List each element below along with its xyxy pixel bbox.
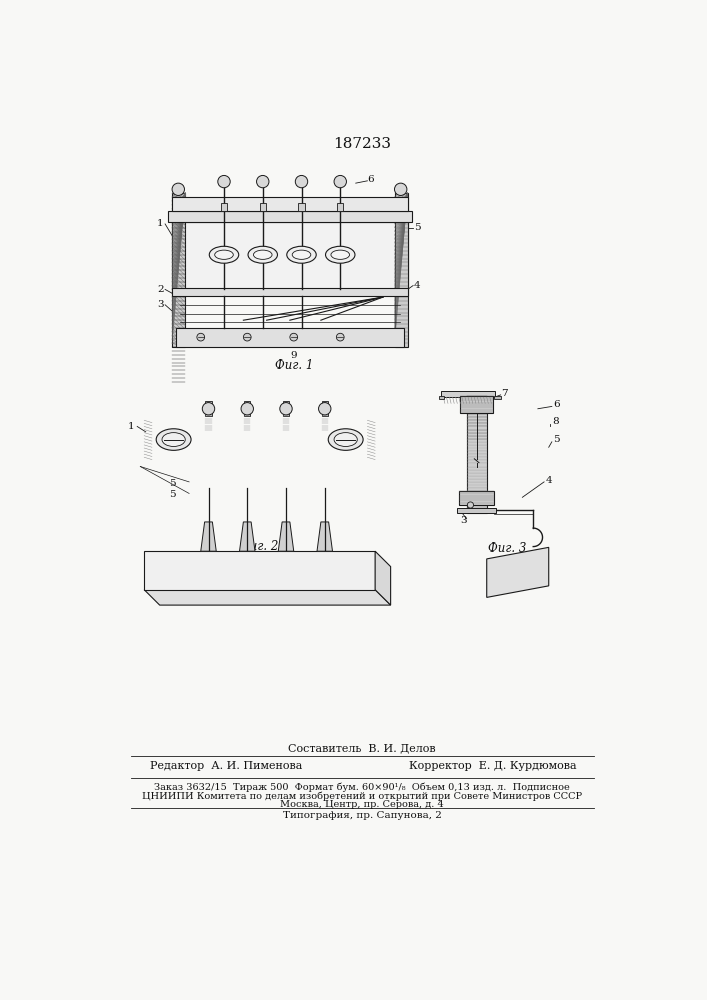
Text: 5: 5 bbox=[414, 223, 421, 232]
Bar bbox=[298, 203, 305, 211]
Bar bbox=[460, 396, 493, 413]
Text: Фиг. 2: Фиг. 2 bbox=[240, 540, 278, 553]
Ellipse shape bbox=[328, 429, 363, 450]
Text: ЦНИИПИ Комитета по делам изобретений и открытий при Совете Министров СССР: ЦНИИПИ Комитета по делам изобретений и о… bbox=[142, 791, 582, 801]
Bar bbox=[172, 222, 408, 289]
Bar bbox=[440, 396, 444, 399]
Bar bbox=[206, 401, 211, 416]
Text: 5: 5 bbox=[169, 479, 176, 488]
Text: 5: 5 bbox=[169, 490, 176, 499]
Bar bbox=[172, 193, 185, 347]
Text: Корректор  Е. Д. Курдюмова: Корректор Е. Д. Курдюмова bbox=[409, 761, 577, 771]
Bar bbox=[457, 508, 496, 513]
Text: 187233: 187233 bbox=[333, 137, 391, 151]
Text: Типография, пр. Сапунова, 2: Типография, пр. Сапунова, 2 bbox=[283, 811, 441, 820]
Bar bbox=[467, 396, 486, 513]
Text: 8: 8 bbox=[552, 417, 559, 426]
Circle shape bbox=[296, 175, 308, 188]
Circle shape bbox=[290, 333, 298, 341]
Text: 7: 7 bbox=[501, 389, 508, 398]
Ellipse shape bbox=[209, 246, 239, 263]
Polygon shape bbox=[317, 522, 332, 551]
Text: 5: 5 bbox=[554, 435, 560, 444]
Bar bbox=[441, 391, 495, 397]
Bar bbox=[322, 401, 328, 416]
Circle shape bbox=[319, 403, 331, 415]
Bar bbox=[221, 203, 227, 211]
Circle shape bbox=[241, 403, 253, 415]
Ellipse shape bbox=[287, 246, 316, 263]
Polygon shape bbox=[240, 522, 255, 551]
Text: Составитель  В. И. Делов: Составитель В. И. Делов bbox=[288, 744, 436, 754]
Text: 3: 3 bbox=[460, 516, 467, 525]
Ellipse shape bbox=[331, 250, 349, 259]
Polygon shape bbox=[144, 590, 391, 605]
Circle shape bbox=[218, 175, 230, 188]
Circle shape bbox=[467, 502, 474, 508]
Circle shape bbox=[337, 333, 344, 341]
Bar bbox=[176, 328, 404, 347]
Ellipse shape bbox=[156, 429, 191, 450]
Circle shape bbox=[172, 183, 185, 195]
Polygon shape bbox=[201, 522, 216, 551]
Ellipse shape bbox=[162, 433, 185, 446]
Circle shape bbox=[334, 175, 346, 188]
Circle shape bbox=[197, 333, 204, 341]
Text: Заказ 3632/15  Тираж 500  Формат бум. 60×90¹/₈  Объем 0,13 изд. л.  Подписное: Заказ 3632/15 Тираж 500 Формат бум. 60×9… bbox=[154, 782, 570, 792]
Circle shape bbox=[280, 403, 292, 415]
Text: 9: 9 bbox=[291, 351, 297, 360]
Polygon shape bbox=[144, 551, 375, 590]
Bar bbox=[172, 197, 408, 211]
Text: 4: 4 bbox=[414, 281, 421, 290]
Bar bbox=[168, 211, 411, 222]
Circle shape bbox=[395, 183, 407, 195]
Bar bbox=[283, 401, 289, 416]
Bar bbox=[337, 203, 344, 211]
Ellipse shape bbox=[334, 433, 357, 446]
Bar bbox=[494, 396, 501, 399]
Text: 6: 6 bbox=[368, 175, 374, 184]
Text: 1: 1 bbox=[157, 219, 163, 228]
Text: Редактор  А. И. Пименова: Редактор А. И. Пименова bbox=[151, 761, 303, 771]
Text: 2: 2 bbox=[157, 285, 163, 294]
Bar bbox=[259, 203, 266, 211]
Text: Фиг. 3: Фиг. 3 bbox=[488, 542, 526, 555]
Ellipse shape bbox=[215, 250, 233, 259]
Ellipse shape bbox=[253, 250, 272, 259]
Polygon shape bbox=[375, 551, 391, 605]
Circle shape bbox=[257, 175, 269, 188]
Ellipse shape bbox=[292, 250, 311, 259]
Text: 6: 6 bbox=[554, 400, 560, 409]
Bar bbox=[395, 193, 408, 347]
Circle shape bbox=[243, 333, 251, 341]
Polygon shape bbox=[486, 547, 549, 597]
Text: 4: 4 bbox=[546, 476, 552, 485]
Bar bbox=[244, 401, 250, 416]
Bar bbox=[172, 288, 408, 296]
Text: 3: 3 bbox=[157, 300, 163, 309]
Polygon shape bbox=[279, 522, 293, 551]
Bar bbox=[459, 491, 494, 505]
Text: Москва, Центр, пр. Серова, д. 4: Москва, Центр, пр. Серова, д. 4 bbox=[280, 800, 444, 809]
Circle shape bbox=[202, 403, 215, 415]
Ellipse shape bbox=[248, 246, 277, 263]
Ellipse shape bbox=[325, 246, 355, 263]
Text: Фиг. 1: Фиг. 1 bbox=[274, 359, 313, 372]
Text: 1: 1 bbox=[128, 422, 135, 431]
